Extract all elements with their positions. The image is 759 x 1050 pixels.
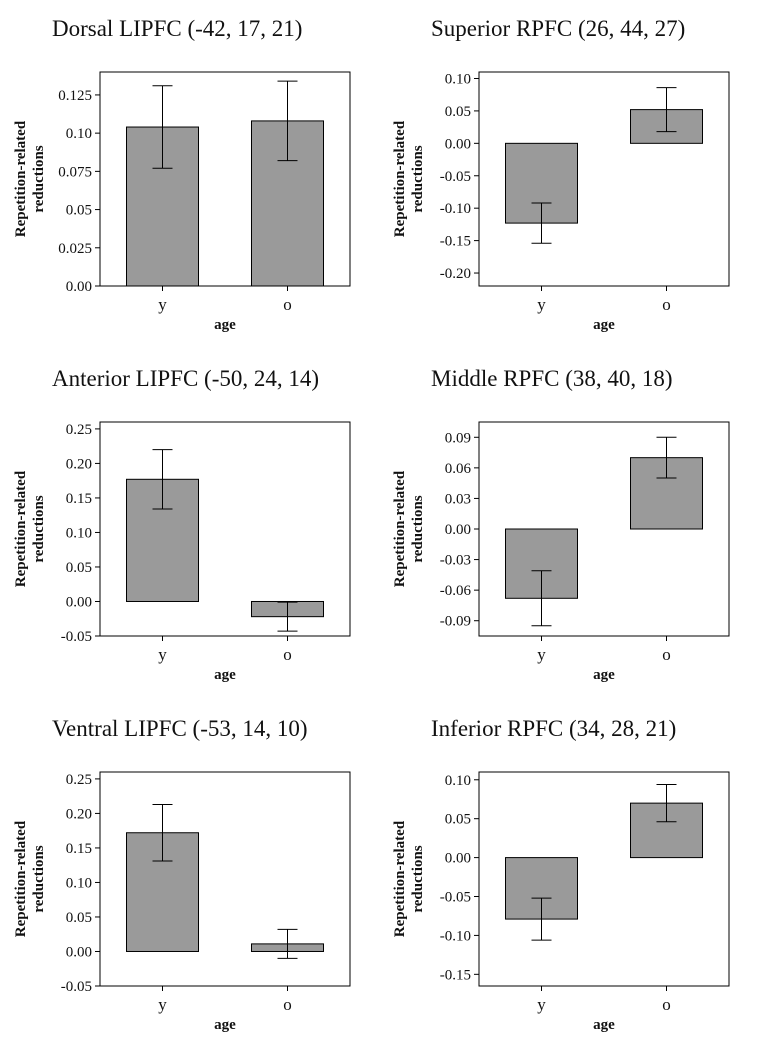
y-tick-label: 0.25 [66, 422, 92, 438]
x-axis-label: age [593, 1017, 615, 1033]
chart-panel-d: Superior RPFC (26, 44, 27) -0.20 -0.15 -0.1… [379, 0, 758, 350]
y-tick-label: 0.15 [66, 841, 92, 857]
x-tick-label: o [662, 995, 671, 1014]
chart-svg: Ventral LIPFC (-53, 14, 10) -0.05 0.00 0.05… [13, 716, 351, 1033]
panel-title: Anterior LIPFC (-50, 24, 14) [52, 366, 319, 391]
x-tick-label: y [158, 645, 167, 664]
x-tick-label: y [537, 295, 546, 314]
plot-frame [99, 771, 351, 987]
x-tick-label: o [283, 295, 292, 314]
y-tick-label: 0.00 [66, 944, 92, 960]
y-tick-label: -0.10 [440, 928, 471, 944]
panel-title: Ventral LIPFC (-53, 14, 10) [52, 716, 308, 741]
chart-panel-b: Anterior LIPFC (-50, 24, 14) -0.05 0.00 0.0… [0, 350, 379, 700]
y-tick-label: -0.05 [440, 890, 471, 906]
y-tick-label: -0.05 [61, 979, 92, 995]
chart-panel-c: Ventral LIPFC (-53, 14, 10) -0.05 0.00 0.05… [0, 700, 379, 1050]
chart-panel-f: Inferior RPFC (34, 28, 21) -0.15 -0.10 -0.0… [379, 700, 758, 1050]
x-axis-label: age [593, 317, 615, 333]
y-axis-label: Repetition-related [13, 820, 29, 937]
y-axis-label: Repetition-related [392, 120, 408, 237]
y-tick-label: 0.00 [445, 522, 471, 538]
y-tick-label: 0.25 [66, 772, 92, 788]
y-tick-label: -0.05 [61, 629, 92, 645]
y-tick-label: -0.15 [440, 967, 471, 983]
y-tick-label: -0.10 [440, 201, 471, 217]
y-axis-label: reductions [410, 495, 426, 562]
panel-title: Dorsal LIPFC (-42, 17, 21) [52, 16, 302, 41]
x-tick-label: o [283, 645, 292, 664]
y-tick-label: -0.05 [440, 169, 471, 185]
y-tick-label: 0.20 [66, 456, 92, 472]
chart-svg: Dorsal LIPFC (-42, 17, 21) 0.00 0.025 0.05 0… [13, 16, 351, 333]
x-axis-label: age [214, 317, 236, 333]
y-axis-label: Repetition-related [13, 120, 29, 237]
y-tick-label: 0.125 [58, 88, 92, 104]
y-tick-label: 0.075 [58, 164, 92, 180]
y-tick-label: 0.00 [445, 136, 471, 152]
x-axis-label: age [214, 1017, 236, 1033]
y-axis-label: reductions [410, 845, 426, 912]
y-tick-label: 0.09 [445, 430, 471, 446]
y-tick-label: -0.06 [440, 583, 472, 599]
y-tick-label: 0.00 [445, 851, 471, 867]
y-tick-label: 0.05 [66, 910, 92, 926]
panel-title: Inferior RPFC (34, 28, 21) [431, 716, 676, 741]
x-tick-label: y [537, 645, 546, 664]
y-axis-label: reductions [31, 145, 47, 212]
y-tick-label: -0.09 [440, 614, 471, 630]
y-tick-label: 0.05 [66, 203, 92, 219]
y-tick-label: 0.05 [445, 812, 471, 828]
y-tick-label: 0.06 [445, 461, 472, 477]
y-tick-label: 0.05 [445, 104, 471, 120]
y-tick-label: 0.10 [66, 126, 92, 142]
y-tick-label: 0.00 [66, 279, 92, 295]
y-axis-label: reductions [31, 495, 47, 562]
panel-title: Middle RPFC (38, 40, 18) [431, 366, 673, 391]
y-tick-label: 0.10 [66, 875, 92, 891]
chart-panel-e: Middle RPFC (38, 40, 18) -0.09 -0.06 -0.03 0… [379, 350, 758, 700]
y-tick-label: 0.025 [58, 241, 92, 257]
y-tick-label: 0.10 [66, 525, 92, 541]
panel-title: Superior RPFC (26, 44, 27) [431, 16, 685, 41]
plot-frame [478, 771, 730, 987]
y-tick-label: 0.03 [445, 491, 471, 507]
plot-frame [99, 71, 351, 287]
x-tick-label: o [662, 295, 671, 314]
y-tick-label: 0.15 [66, 491, 92, 507]
x-tick-label: y [158, 295, 167, 314]
x-axis-label: age [593, 667, 615, 683]
y-tick-label: -0.20 [440, 266, 471, 282]
x-axis-label: age [214, 667, 236, 683]
y-tick-label: -0.03 [440, 553, 471, 569]
y-axis-label: reductions [410, 145, 426, 212]
x-tick-label: o [283, 995, 292, 1014]
y-axis-label: Repetition-related [13, 470, 29, 587]
y-axis-label: Repetition-related [392, 470, 408, 587]
y-tick-label: 0.05 [66, 560, 92, 576]
x-tick-label: y [537, 995, 546, 1014]
chart-svg: Superior RPFC (26, 44, 27) -0.20 -0.15 -0.1… [392, 16, 730, 333]
y-axis-label: reductions [31, 845, 47, 912]
y-axis-label: Repetition-related [392, 820, 408, 937]
plot-frame [99, 421, 351, 637]
y-tick-label: 0.00 [66, 594, 92, 610]
y-tick-label: -0.15 [440, 234, 471, 250]
chart-svg: Middle RPFC (38, 40, 18) -0.09 -0.06 -0.03 0… [392, 366, 730, 683]
plot-frame [478, 71, 730, 287]
chart-svg: Anterior LIPFC (-50, 24, 14) -0.05 0.00 0.0… [13, 366, 351, 683]
chart-panel-a: Dorsal LIPFC (-42, 17, 21) 0.00 0.025 0.05 0… [0, 0, 379, 350]
y-tick-label: 0.10 [445, 71, 471, 87]
x-tick-label: y [158, 995, 167, 1014]
x-tick-label: o [662, 645, 671, 664]
y-tick-label: 0.10 [445, 773, 471, 789]
chart-svg: Inferior RPFC (34, 28, 21) -0.15 -0.10 -0.0… [392, 716, 730, 1033]
y-tick-label: 0.20 [66, 806, 92, 822]
